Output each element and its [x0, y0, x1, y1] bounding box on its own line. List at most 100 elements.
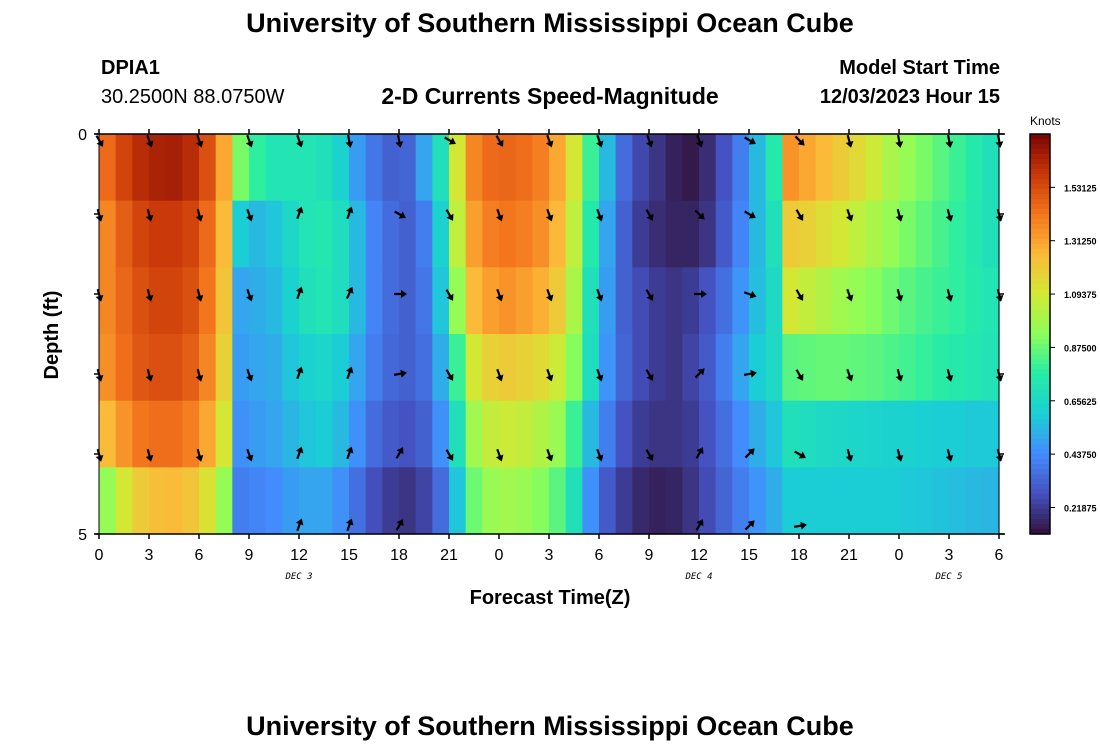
colorbar-segment	[1030, 449, 1050, 455]
colorbar-segment	[1030, 424, 1050, 430]
heatmap-cell	[432, 267, 450, 335]
colorbar-segment	[1030, 259, 1050, 265]
heatmap-cell	[865, 134, 883, 202]
heatmap-cell	[865, 334, 883, 402]
current-arrow	[945, 288, 954, 302]
x-tick-label: 0	[95, 547, 104, 564]
heatmap-cell	[332, 267, 350, 335]
heatmap-cell	[399, 200, 417, 268]
colorbar-tick-label: 1.09375	[1064, 290, 1097, 300]
heatmap-cell	[815, 334, 833, 402]
heatmap-cell	[565, 334, 583, 402]
heatmap-cell	[349, 134, 367, 202]
current-arrow	[694, 209, 705, 220]
heatmap-cell	[582, 467, 600, 535]
heatmap-cell	[849, 200, 867, 268]
colorbar-segment	[1030, 474, 1050, 480]
current-arrow	[495, 368, 504, 382]
x-tick-label: 9	[245, 547, 254, 564]
heatmap-cell	[765, 334, 783, 402]
heatmap-cell	[732, 334, 750, 402]
heatmap-cell	[532, 134, 550, 202]
y-axis-label: Depth (ft)	[41, 291, 63, 380]
heatmap-cell	[699, 134, 717, 202]
heatmap-cell	[599, 200, 617, 268]
colorbar-segment	[1030, 509, 1050, 515]
heatmap-cell	[199, 267, 217, 335]
heatmap-cell	[865, 200, 883, 268]
current-arrow	[395, 519, 404, 531]
current-arrow	[945, 134, 954, 148]
heatmap-cell	[832, 334, 850, 402]
heatmap-cell	[965, 134, 983, 202]
heatmap-cell	[799, 334, 817, 402]
colorbar-segment	[1030, 274, 1050, 280]
current-arrow	[645, 289, 654, 301]
heatmap-cell	[165, 267, 183, 335]
heatmap-cell	[982, 467, 1000, 535]
heatmap-cell	[482, 200, 500, 268]
colorbar-segment	[1030, 329, 1050, 335]
heatmap-cell	[399, 134, 417, 202]
heatmap-cell	[832, 400, 850, 468]
heatmap-cell	[565, 134, 583, 202]
heatmap-cell	[499, 334, 517, 402]
heatmap-cell	[665, 267, 683, 335]
heatmap-cell	[799, 467, 817, 535]
heatmap-cell	[299, 267, 317, 335]
x-tick-label: 15	[740, 547, 758, 564]
heatmap-cell	[815, 467, 833, 535]
colorbar-segment	[1030, 199, 1050, 205]
heatmap-cell	[949, 134, 967, 202]
heatmap-cell	[99, 134, 117, 202]
colorbar-segment	[1030, 434, 1050, 440]
heatmap-cell	[965, 467, 983, 535]
heatmap-cell	[782, 400, 800, 468]
heatmap-cell	[849, 134, 867, 202]
heatmap-cell	[282, 467, 300, 535]
colorbar-segment	[1030, 179, 1050, 185]
heatmap-cell	[849, 400, 867, 468]
heatmap-cell	[265, 400, 283, 468]
current-arrow	[895, 134, 904, 148]
heatmap-cell	[249, 334, 267, 402]
colorbar-segment	[1030, 249, 1050, 255]
heatmap-cell	[649, 400, 667, 468]
heatmap-cell	[149, 134, 167, 202]
current-arrow	[145, 368, 154, 382]
heatmap-cell	[899, 267, 917, 335]
heatmap-cell	[899, 200, 917, 268]
heatmap-cell	[849, 467, 867, 535]
heatmap-cell	[782, 200, 800, 268]
x-tick-label: 6	[595, 547, 604, 564]
colorbar: 1.53125 1.31250 1.09375 0.87500 0.65625 0.437…	[1029, 133, 1097, 535]
colorbar-segment	[1030, 339, 1050, 345]
heatmap-cell	[415, 200, 433, 268]
current-arrow	[245, 368, 254, 382]
heatmap-cell	[465, 467, 483, 535]
colorbar-segment	[1030, 144, 1050, 150]
heatmap-cell	[932, 267, 950, 335]
heatmap-cell	[149, 200, 167, 268]
heatmap-cell	[549, 334, 567, 402]
heatmap-cell	[349, 400, 367, 468]
heatmap-cell	[832, 200, 850, 268]
colorbar-segment	[1030, 204, 1050, 210]
heatmap-cell	[415, 400, 433, 468]
heatmap-cell	[599, 400, 617, 468]
heatmap-cell	[849, 267, 867, 335]
heatmap-cell	[515, 200, 533, 268]
heatmap-cell	[165, 334, 183, 402]
heatmap-cell	[215, 134, 233, 202]
heatmap-cell	[182, 134, 200, 202]
heatmap-cell	[232, 334, 250, 402]
current-arrow	[795, 289, 804, 301]
current-arrow	[695, 134, 704, 148]
current-arrow	[445, 209, 454, 221]
heatmap-cell	[382, 334, 400, 402]
heatmap-cell	[432, 467, 450, 535]
heatmap-cell	[865, 467, 883, 535]
current-arrow	[445, 289, 454, 301]
current-arrow	[195, 288, 204, 302]
current-arrow	[495, 135, 504, 147]
